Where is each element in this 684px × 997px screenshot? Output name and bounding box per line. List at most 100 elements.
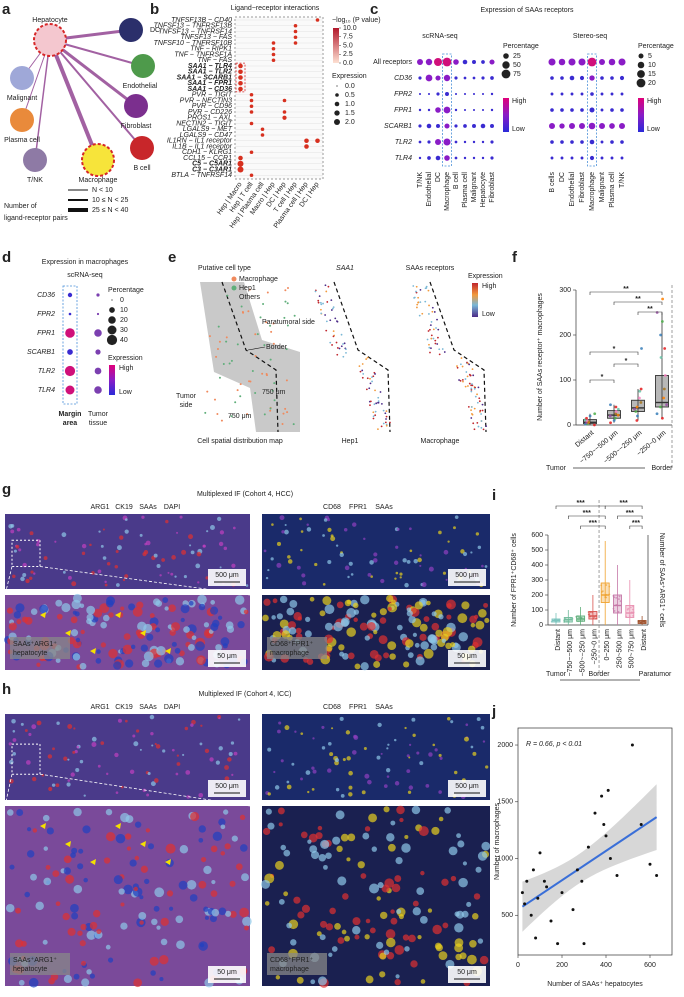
colorbar-label: 0.0 <box>343 60 353 67</box>
receptor-dot <box>94 329 102 337</box>
receptor-dot <box>67 292 73 298</box>
micrograph-texture <box>46 827 54 835</box>
size-legend-dot <box>334 101 340 107</box>
row-label: C5 − C5AR1 <box>192 161 232 168</box>
micrograph-texture <box>239 907 249 918</box>
cell-dot <box>225 336 228 339</box>
micrograph-texture <box>198 880 207 889</box>
expression-dot <box>365 358 368 360</box>
network-edge <box>49 39 144 67</box>
micrograph-texture <box>430 643 438 651</box>
expression-dot <box>435 327 437 329</box>
colorbar <box>333 28 339 63</box>
jitter-dot <box>557 619 560 621</box>
micrograph-texture <box>458 632 468 642</box>
expression-dot <box>468 382 471 385</box>
micrograph-texture <box>31 724 37 730</box>
size-legend-label: 20 <box>648 80 656 87</box>
row-label: FPR1 <box>37 330 55 337</box>
receptor-dot <box>618 58 626 66</box>
marker-label: FPR1 <box>349 504 367 511</box>
expression-dot <box>468 363 471 366</box>
cell-dot <box>285 348 288 351</box>
micrograph-texture <box>206 530 209 533</box>
micrograph-texture <box>286 780 290 784</box>
micrograph-texture <box>386 775 390 778</box>
micrograph-texture <box>225 910 232 917</box>
micrograph-texture <box>320 920 328 928</box>
receptor-dot <box>96 312 100 316</box>
micrograph-texture <box>198 792 204 798</box>
micrograph-texture <box>227 757 232 762</box>
expression-dot <box>329 341 332 344</box>
micrograph-texture <box>365 975 374 984</box>
micrograph-texture <box>394 577 397 580</box>
micrograph-texture <box>149 714 155 720</box>
micrograph-texture <box>268 946 276 954</box>
micrograph-texture <box>210 600 216 605</box>
panel-letter: i <box>492 487 496 504</box>
row-label: CD36 <box>37 292 55 299</box>
micrograph-texture <box>334 758 340 763</box>
inset-label-box <box>267 637 327 659</box>
receptor-dot <box>490 124 494 128</box>
expression-dot <box>372 411 375 414</box>
micrograph-texture <box>408 615 416 624</box>
micrograph-texture <box>277 807 285 815</box>
receptor-dot <box>550 140 554 144</box>
receptor-dot <box>472 76 476 80</box>
micrograph-texture <box>443 549 449 555</box>
micrograph-texture <box>52 870 60 878</box>
micrograph-texture <box>12 738 17 742</box>
y-tick-label: 400 <box>531 562 543 569</box>
jitter-dot <box>550 620 553 623</box>
micrograph-texture <box>67 779 71 782</box>
micrograph-texture <box>284 529 289 535</box>
micrograph-texture <box>376 941 384 949</box>
micrograph-texture <box>377 722 382 728</box>
micrograph-texture <box>179 650 185 657</box>
receptor-dot <box>65 328 75 338</box>
micrograph-texture <box>105 808 113 816</box>
expression-dot <box>428 346 431 349</box>
cell-dot <box>247 310 250 313</box>
micrograph-texture <box>474 614 479 620</box>
size-legend-label: 30 <box>120 327 128 334</box>
data-point <box>600 794 604 798</box>
micrograph-texture <box>132 734 136 738</box>
expression-dot <box>416 306 418 309</box>
micrograph-texture <box>347 833 356 842</box>
micrograph-texture <box>209 757 214 762</box>
micrograph-texture <box>454 938 464 947</box>
micrograph-texture <box>133 978 143 988</box>
arrowhead <box>90 859 96 865</box>
micrograph-texture <box>327 768 332 773</box>
micrograph-texture <box>71 599 81 610</box>
expression-dot <box>470 409 472 412</box>
micrograph-texture <box>195 641 205 651</box>
expression-dot <box>434 342 437 345</box>
expression-dot <box>459 379 462 382</box>
receptor-dot <box>590 92 594 96</box>
expression-dot <box>331 307 334 310</box>
data-point <box>639 387 643 391</box>
row-label: PROS1 − AXL <box>187 115 232 122</box>
micrograph-texture <box>141 515 145 519</box>
micrograph-texture <box>435 629 443 637</box>
data-point <box>659 333 663 337</box>
micrograph-texture <box>189 544 192 547</box>
micrograph-texture <box>235 863 243 871</box>
row-label: IL1RN − IL1 receptor <box>167 138 233 145</box>
interaction-dot <box>249 104 254 109</box>
jitter-dot <box>605 584 608 586</box>
expression-dot <box>470 387 473 390</box>
expression-dot <box>375 402 378 405</box>
micrograph-texture <box>79 603 85 609</box>
arrowhead <box>65 630 71 636</box>
jitter-dot <box>605 593 608 596</box>
significance-label: ** <box>635 296 641 303</box>
micrograph-texture <box>354 934 360 940</box>
micrograph-texture <box>100 621 107 629</box>
receptor-dot <box>580 92 584 96</box>
micrograph-texture <box>119 535 124 540</box>
